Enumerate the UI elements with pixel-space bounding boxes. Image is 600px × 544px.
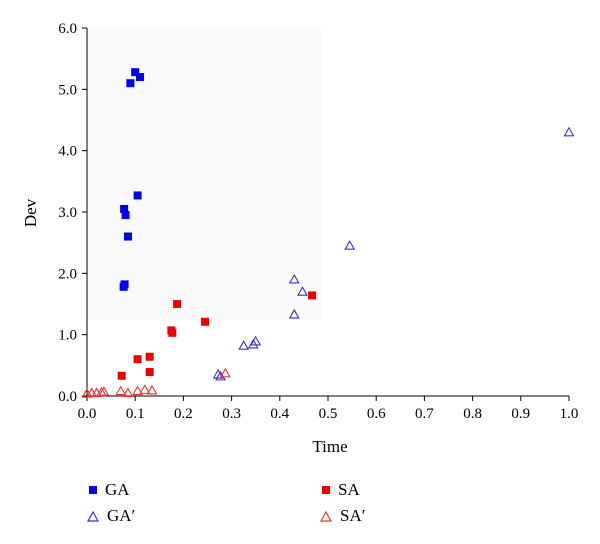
y-tick-label: 1.0 <box>58 328 77 344</box>
point-ga <box>120 280 129 289</box>
point-ga <box>120 204 129 213</box>
point-sa-prime <box>115 385 127 396</box>
point-sa <box>145 352 154 361</box>
x-tick-label: 0.2 <box>174 406 193 422</box>
point-sa-prime <box>98 386 110 396</box>
point-ga-prime <box>247 338 259 349</box>
point-sa <box>173 300 182 308</box>
y-axis-label: Dev <box>21 198 40 227</box>
point-sa <box>168 328 177 337</box>
point-ga-prime <box>288 273 300 284</box>
y-tick-label: 2.0 <box>58 266 77 282</box>
x-tick-label: 0.4 <box>270 406 289 422</box>
point-ga <box>136 73 145 82</box>
point-sa <box>133 355 142 364</box>
y-tick-label: 0.0 <box>58 389 77 405</box>
point-sa <box>308 291 317 300</box>
x-tick-label: 0.0 <box>78 406 97 422</box>
point-ga <box>131 68 140 77</box>
x-axis-label: Time <box>312 437 347 456</box>
point-sa-prime <box>139 384 151 394</box>
y-tick-label: 6.0 <box>58 21 77 37</box>
point-sa-prime <box>132 385 144 396</box>
point-ga-prime <box>344 240 356 250</box>
point-ga <box>133 191 142 200</box>
point-ga <box>121 211 130 220</box>
point-sa-prime <box>96 386 107 397</box>
point-ga <box>126 79 135 88</box>
point-sa-prime <box>219 367 231 378</box>
x-tick-label: 1.0 <box>560 406 579 422</box>
point-sa-prime <box>146 384 158 395</box>
point-ga <box>123 232 132 241</box>
point-sa <box>117 371 126 380</box>
x-tick-label: 0.5 <box>319 406 338 422</box>
y-tick-label: 4.0 <box>58 144 77 160</box>
point-sa-prime <box>122 387 134 397</box>
y-tick-label: 3.0 <box>58 205 77 221</box>
x-tick-label: 0.3 <box>222 406 241 422</box>
point-ga-prime <box>297 286 308 296</box>
point-ga-prime <box>238 340 250 350</box>
point-ga-prime <box>288 308 300 319</box>
data-points <box>81 68 575 398</box>
y-tick-label: 5.0 <box>58 82 77 98</box>
point-ga-prime <box>215 370 226 381</box>
point-ga-prime <box>563 126 575 137</box>
x-tick-label: 0.6 <box>367 406 386 422</box>
x-tick-label: 0.9 <box>511 406 530 422</box>
x-tick-label: 0.8 <box>463 406 482 422</box>
x-tick-label: 0.7 <box>415 406 434 422</box>
point-sa <box>145 368 154 377</box>
tick-labels: 0.0 0.1 0.2 0.3 0.4 0.5 0.6 0.7 0.8 0.9 1.0 0.0 1.0 2… <box>58 21 578 422</box>
point-ga-prime <box>250 335 262 346</box>
point-sa <box>201 317 210 326</box>
x-tick-label: 0.1 <box>126 406 145 422</box>
point-ga-prime <box>212 368 224 379</box>
axes <box>82 27 570 401</box>
plot-background <box>87 28 322 320</box>
